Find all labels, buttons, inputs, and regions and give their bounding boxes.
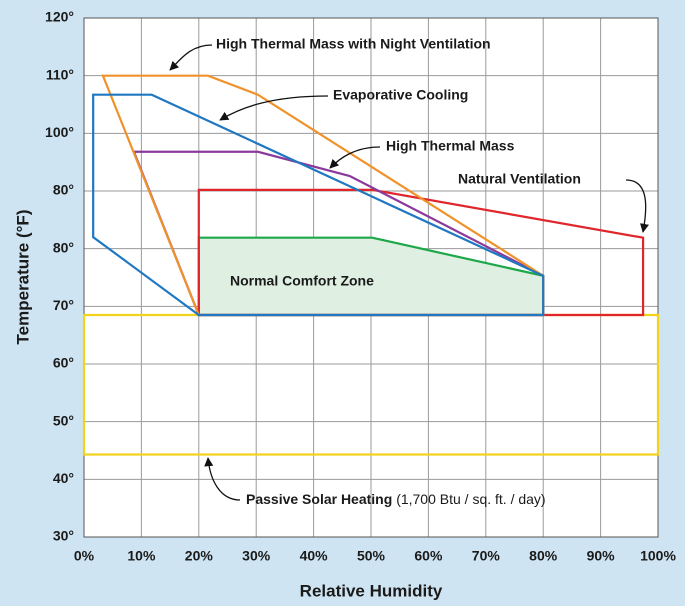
x-tick-label: 30% [242,548,271,564]
x-tick-label: 10% [127,548,156,564]
zone-label: High Thermal Mass with Night Ventilation [216,36,491,52]
x-tick-label: 100% [640,548,676,564]
zone-outline [92,93,545,317]
zone-label: High Thermal Mass [386,138,515,154]
arrow [219,95,329,121]
arrow [329,146,381,169]
zone-outline [197,188,645,317]
x-tick-label: 0% [74,548,95,564]
zone-label: Natural Ventilation [458,171,581,187]
y-tick-label: 110° [46,66,74,82]
arrow [204,457,241,501]
x-tick-label: 70% [472,548,501,564]
x-tick-label: 50% [357,548,386,564]
y-tick-label: 70° [53,297,74,313]
passive-note: (1,700 Btu / sq. ft. / day) [396,491,545,507]
y-tick-label: 80° [53,239,74,255]
y-tick-label: 40° [53,470,74,486]
y-tick-label: 60° [53,355,74,371]
y-tick-label: 30° [53,528,74,544]
y-axis-title: Temperature (°F) [13,210,32,345]
arrow [625,179,649,233]
y-tick-label: 120° [45,9,74,25]
x-tick-label: 90% [587,548,616,564]
plot-border [83,17,659,538]
y-tick-label: 80° [53,182,74,198]
zone-label: Evaporative Cooling [333,87,468,103]
x-axis-title: Relative Humidity [300,581,443,600]
arrow [169,44,213,71]
x-tick-label: 40% [300,548,329,564]
passive-label: Passive Solar Heating (1,700 Btu / sq. f… [246,491,546,507]
passive-name: Passive Solar Heating [246,491,392,507]
x-tick-label: 20% [185,548,214,564]
x-tick-label: 60% [414,548,443,564]
y-tick-label: 50° [53,412,74,428]
zone-label: Normal Comfort Zone [230,273,374,289]
x-tick-label: 80% [529,548,558,564]
y-tick-label: 100° [45,124,74,140]
